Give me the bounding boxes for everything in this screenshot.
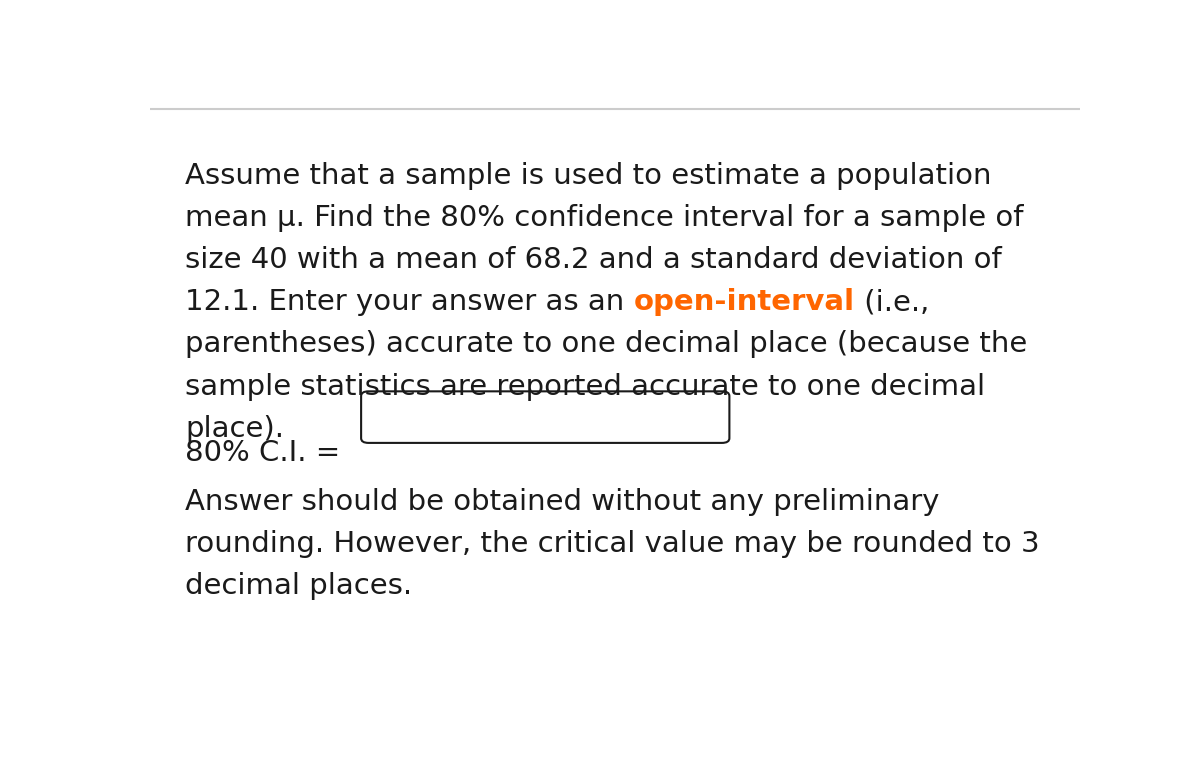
Text: Assume that a sample is used to estimate a population: Assume that a sample is used to estimate… <box>185 161 992 189</box>
Text: parentheses) accurate to one decimal place (because the: parentheses) accurate to one decimal pla… <box>185 330 1027 358</box>
Text: 80% C.I. =: 80% C.I. = <box>185 439 341 467</box>
Text: sample statistics are reported accurate to one decimal: sample statistics are reported accurate … <box>185 373 985 400</box>
Text: decimal places.: decimal places. <box>185 572 413 600</box>
Text: place).: place). <box>185 415 284 443</box>
Text: mean μ. Find the 80% confidence interval for a sample of: mean μ. Find the 80% confidence interval… <box>185 204 1024 232</box>
Text: 12.1. Enter your answer as an: 12.1. Enter your answer as an <box>185 288 634 317</box>
Text: open-interval: open-interval <box>634 288 854 317</box>
Text: rounding. However, the critical value may be rounded to 3: rounding. However, the critical value ma… <box>185 530 1040 559</box>
Text: size 40 with a mean of 68.2 and a standard deviation of: size 40 with a mean of 68.2 and a standa… <box>185 246 1002 274</box>
FancyBboxPatch shape <box>361 391 730 443</box>
Text: (i.e.,: (i.e., <box>854 288 929 317</box>
Text: Answer should be obtained without any preliminary: Answer should be obtained without any pr… <box>185 488 940 516</box>
